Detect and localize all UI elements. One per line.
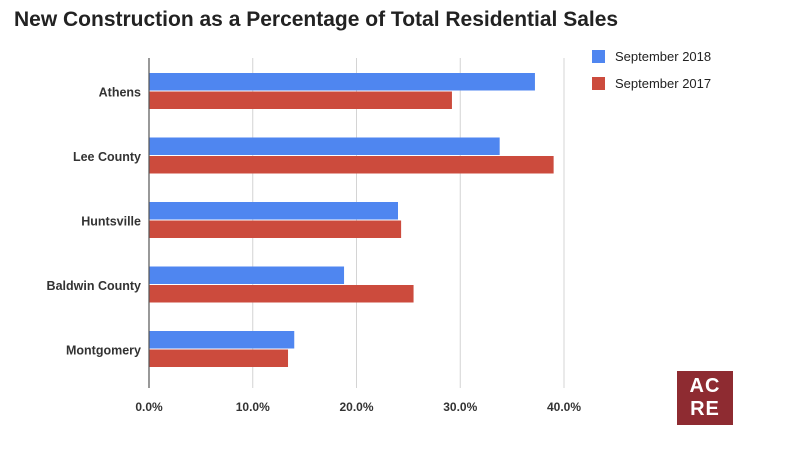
bar-huntsville-series-1 [149, 202, 398, 220]
bar-montgomery-series-1 [149, 331, 295, 349]
x-tick-label-0: 0.0% [135, 400, 163, 414]
legend-label-series-1: September 2018 [615, 48, 712, 64]
legend-item-series-2: September 2017 [592, 73, 711, 93]
legend-swatch-series-1 [592, 49, 605, 63]
y-category-label-5: Montgomery [66, 344, 141, 358]
legend-item-series-1: September 2018 [592, 46, 711, 66]
y-category-label-4: Baldwin County [47, 279, 141, 293]
bar-athens-series-2 [149, 91, 452, 109]
bar-baldwin-county-series-2 [149, 285, 414, 303]
x-tick-label-1: 10.0% [236, 400, 270, 414]
y-category-label-3: Huntsville [81, 215, 141, 229]
chart-title: New Construction as a Percentage of Tota… [14, 8, 619, 31]
legend-label-series-2: September 2017 [615, 75, 712, 91]
bar-baldwin-county-series-1 [149, 266, 345, 284]
legend-swatch-series-2 [592, 76, 605, 90]
x-tick-label-2: 20.0% [339, 400, 373, 414]
bar-athens-series-1 [149, 73, 535, 91]
logo-line-2: RE [690, 398, 720, 420]
legend: September 2018 September 2017 [592, 46, 711, 100]
acre-logo: AC RE [677, 371, 733, 425]
x-tick-label-3: 30.0% [443, 400, 477, 414]
y-category-label-1: Athens [99, 86, 141, 100]
x-tick-label-4: 40.0% [547, 400, 581, 414]
bar-lee-county-series-1 [149, 137, 500, 155]
logo-line-1: AC [689, 375, 721, 397]
bar-huntsville-series-2 [149, 220, 402, 238]
bar-montgomery-series-2 [149, 349, 289, 367]
y-category-label-2: Lee County [73, 150, 141, 164]
bar-lee-county-series-2 [149, 156, 554, 174]
